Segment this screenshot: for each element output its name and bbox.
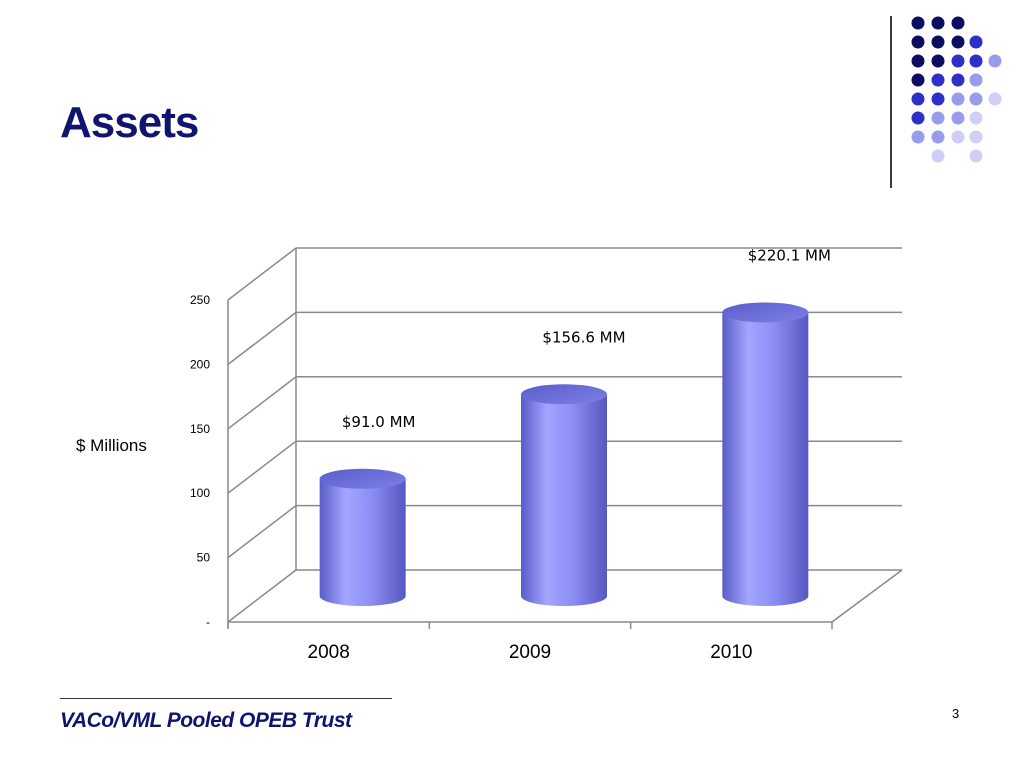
decorative-dot bbox=[969, 54, 983, 68]
slide-title: Assets bbox=[60, 98, 199, 147]
footer-text: VACo/VML Pooled OPEB Trust bbox=[60, 709, 352, 732]
y-tick-label: 150 bbox=[190, 422, 210, 436]
y-tick-label: 100 bbox=[190, 486, 210, 500]
decorative-dot bbox=[951, 73, 965, 87]
y-axis-label: $ Millions bbox=[76, 436, 147, 455]
decorative-dot bbox=[969, 35, 983, 49]
decorative-dot bbox=[951, 35, 965, 49]
decorative-dot bbox=[969, 149, 983, 163]
decorative-dot-grid bbox=[911, 16, 1002, 163]
decorative-dot bbox=[969, 130, 983, 144]
decorative-dot bbox=[911, 16, 925, 30]
gridline-side bbox=[227, 440, 297, 494]
decorative-dot bbox=[911, 73, 925, 87]
decorative-dot bbox=[911, 111, 925, 125]
page-number: 3 bbox=[952, 706, 960, 721]
data-label: $220.1 MM bbox=[748, 247, 831, 265]
decorative-dot bbox=[951, 130, 965, 144]
decorative-dot bbox=[951, 92, 965, 106]
decorative-dot bbox=[911, 54, 925, 68]
decorative-dot bbox=[951, 111, 965, 125]
decorative-dot bbox=[969, 92, 983, 106]
decorative-dot bbox=[931, 35, 945, 49]
y-tick-label: 250 bbox=[190, 293, 210, 307]
bar-top bbox=[521, 384, 607, 405]
decorative-divider bbox=[890, 16, 892, 188]
floor-edge bbox=[831, 569, 903, 623]
footer-divider bbox=[60, 698, 392, 699]
gridline-side bbox=[227, 247, 297, 301]
decorative-dot bbox=[931, 111, 945, 125]
decorative-dot bbox=[931, 149, 945, 163]
decorative-dot bbox=[911, 35, 925, 49]
decorative-dot bbox=[931, 130, 945, 144]
decorative-dot bbox=[911, 92, 925, 106]
x-tick-label: 2010 bbox=[710, 642, 752, 663]
x-tick-label: 2008 bbox=[308, 642, 350, 663]
y-tick-label: 50 bbox=[197, 551, 211, 565]
decorative-dot bbox=[931, 54, 945, 68]
decorative-dot bbox=[988, 54, 1002, 68]
decorative-dot bbox=[931, 16, 945, 30]
bar-body bbox=[722, 312, 809, 606]
data-label: $91.0 MM bbox=[342, 413, 416, 431]
y-tick-label: 200 bbox=[190, 357, 210, 371]
decorative-dot bbox=[951, 16, 965, 30]
decorative-dot bbox=[931, 92, 945, 106]
bar-chart: - 50 100 150 200 250 2008 2009 2010 $91.0 MM $156.… bbox=[190, 247, 903, 663]
bar-top bbox=[722, 302, 809, 323]
decorative-dot bbox=[969, 111, 983, 125]
data-label: $156.6 MM bbox=[542, 328, 625, 346]
gridline-side bbox=[227, 376, 297, 430]
bar-body bbox=[319, 478, 406, 606]
bar-top bbox=[319, 468, 406, 489]
gridline-side bbox=[227, 505, 297, 559]
gridline-side bbox=[227, 311, 297, 365]
decorative-dot bbox=[911, 130, 925, 144]
bar-2010 bbox=[722, 302, 809, 606]
y-tick-label: - bbox=[206, 615, 210, 629]
decorative-dot bbox=[969, 73, 983, 87]
x-tick-label: 2009 bbox=[509, 642, 551, 663]
decorative-dot bbox=[931, 73, 945, 87]
bar-body bbox=[521, 394, 607, 606]
decorative-dot bbox=[951, 54, 965, 68]
decorative-dot bbox=[988, 92, 1002, 106]
gridline-side bbox=[227, 569, 297, 623]
bar-2008 bbox=[319, 468, 406, 606]
bar-2009 bbox=[521, 384, 607, 606]
